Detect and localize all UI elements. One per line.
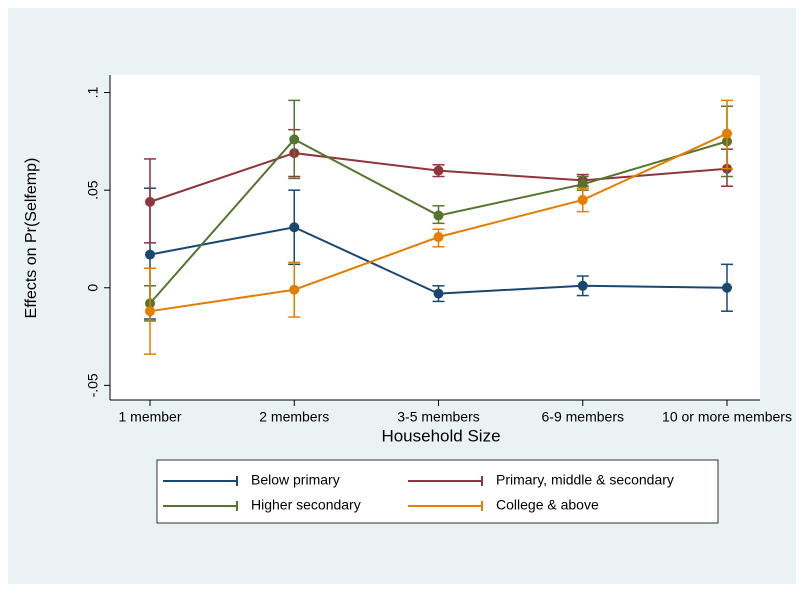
point [433,210,444,221]
y-tick-label: 0 [85,284,101,292]
x-tick-label: 10 or more members [662,409,792,425]
legend-label: Higher secondary [251,497,361,513]
point [433,165,444,176]
point [722,282,732,293]
point [577,280,588,291]
point [577,194,588,205]
y-tick-label: -.05 [85,373,101,397]
x-tick-label: 1 member [118,409,181,425]
legend [156,459,719,524]
point [145,196,155,207]
point [722,128,732,139]
legend-label: Below primary [251,472,340,488]
point [433,232,444,243]
y-axis-title: Effects on Pr(Selfemp) [23,158,40,319]
legend-label: College & above [496,497,599,513]
y-tick-label: .05 [85,180,101,200]
y-tick-label: .1 [85,87,101,99]
x-tick-label: 2 members [259,409,329,425]
point [289,222,300,233]
point [145,306,155,317]
point [577,179,588,190]
legend-label: Primary, middle & secondary [496,472,674,488]
point [433,288,444,299]
point [289,134,300,145]
x-tick-label: 6-9 members [542,409,624,425]
x-axis-title: Household Size [381,426,500,445]
point [289,284,300,295]
x-tick-label: 3-5 members [397,409,479,425]
point [145,249,155,260]
